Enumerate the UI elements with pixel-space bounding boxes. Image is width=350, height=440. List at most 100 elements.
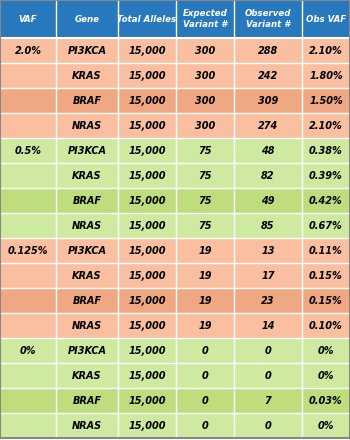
Bar [56, 38, 118, 63]
Bar [176, 0, 234, 38]
Text: 0.5%: 0.5% [14, 146, 42, 155]
Bar [176, 238, 234, 263]
Bar [0, 388, 56, 413]
Bar [56, 0, 118, 38]
Bar [234, 413, 302, 438]
Text: 49: 49 [261, 195, 275, 205]
Bar [0, 213, 56, 238]
Text: 274: 274 [258, 121, 278, 131]
Bar [176, 163, 234, 188]
Bar [56, 88, 118, 113]
Text: 15,000: 15,000 [128, 171, 166, 180]
Bar [118, 63, 176, 88]
Bar [0, 163, 56, 188]
Bar [176, 288, 234, 313]
Bar [56, 338, 118, 363]
Text: 0.125%: 0.125% [8, 246, 48, 256]
Bar [234, 313, 302, 338]
Bar [0, 0, 56, 38]
Text: 309: 309 [258, 95, 278, 106]
Bar [176, 213, 234, 238]
Bar [176, 363, 234, 388]
Text: 300: 300 [195, 70, 215, 81]
Bar [234, 188, 302, 213]
Bar [176, 388, 234, 413]
Bar [56, 163, 118, 188]
Bar [176, 263, 234, 288]
Text: 15,000: 15,000 [128, 370, 166, 381]
Bar [118, 188, 176, 213]
Bar [302, 213, 350, 238]
Text: 0: 0 [202, 370, 208, 381]
Text: VAF: VAF [19, 15, 37, 23]
Bar [234, 38, 302, 63]
Text: NRAS: NRAS [72, 320, 102, 330]
Bar [234, 263, 302, 288]
Text: Obs VAF: Obs VAF [306, 15, 346, 23]
Text: 85: 85 [261, 220, 275, 231]
Bar [0, 263, 56, 288]
Text: 15,000: 15,000 [128, 271, 166, 281]
Bar [0, 63, 56, 88]
Bar [234, 0, 302, 38]
Bar [234, 388, 302, 413]
Text: 0: 0 [265, 421, 271, 430]
Bar [118, 263, 176, 288]
Text: KRAS: KRAS [72, 271, 102, 281]
Bar [0, 238, 56, 263]
Text: 300: 300 [195, 95, 215, 106]
Text: 7: 7 [265, 396, 271, 406]
Text: 75: 75 [198, 171, 212, 180]
Text: 0.03%: 0.03% [309, 396, 343, 406]
Bar [118, 363, 176, 388]
Text: 242: 242 [258, 70, 278, 81]
Bar [118, 313, 176, 338]
Text: BRAF: BRAF [72, 296, 102, 305]
Text: 17: 17 [261, 271, 275, 281]
Bar [118, 288, 176, 313]
Bar [118, 88, 176, 113]
Text: 15,000: 15,000 [128, 296, 166, 305]
Bar [118, 163, 176, 188]
Text: 23: 23 [261, 296, 275, 305]
Bar [302, 188, 350, 213]
Text: 0.42%: 0.42% [309, 195, 343, 205]
Bar [234, 213, 302, 238]
Text: KRAS: KRAS [72, 370, 102, 381]
Text: 82: 82 [261, 171, 275, 180]
Bar [302, 88, 350, 113]
Text: BRAF: BRAF [72, 396, 102, 406]
Bar [56, 363, 118, 388]
Text: 0%: 0% [318, 421, 334, 430]
Bar [118, 138, 176, 163]
Bar [234, 163, 302, 188]
Text: 15,000: 15,000 [128, 121, 166, 131]
Text: PI3KCA: PI3KCA [68, 146, 106, 155]
Bar [56, 263, 118, 288]
Bar [234, 238, 302, 263]
Text: 0.15%: 0.15% [309, 271, 343, 281]
Bar [0, 363, 56, 388]
Bar [56, 238, 118, 263]
Bar [0, 338, 56, 363]
Text: BRAF: BRAF [72, 195, 102, 205]
Bar [234, 63, 302, 88]
Text: 15,000: 15,000 [128, 95, 166, 106]
Bar [176, 313, 234, 338]
Text: 75: 75 [198, 220, 212, 231]
Bar [176, 413, 234, 438]
Bar [302, 363, 350, 388]
Bar [56, 113, 118, 138]
Text: PI3KCA: PI3KCA [68, 246, 106, 256]
Bar [118, 0, 176, 38]
Text: 2.10%: 2.10% [309, 45, 343, 55]
Text: 15,000: 15,000 [128, 396, 166, 406]
Bar [0, 138, 56, 163]
Bar [0, 288, 56, 313]
Bar [176, 63, 234, 88]
Text: 48: 48 [261, 146, 275, 155]
Bar [234, 88, 302, 113]
Text: 19: 19 [198, 246, 212, 256]
Text: 14: 14 [261, 320, 275, 330]
Text: NRAS: NRAS [72, 220, 102, 231]
